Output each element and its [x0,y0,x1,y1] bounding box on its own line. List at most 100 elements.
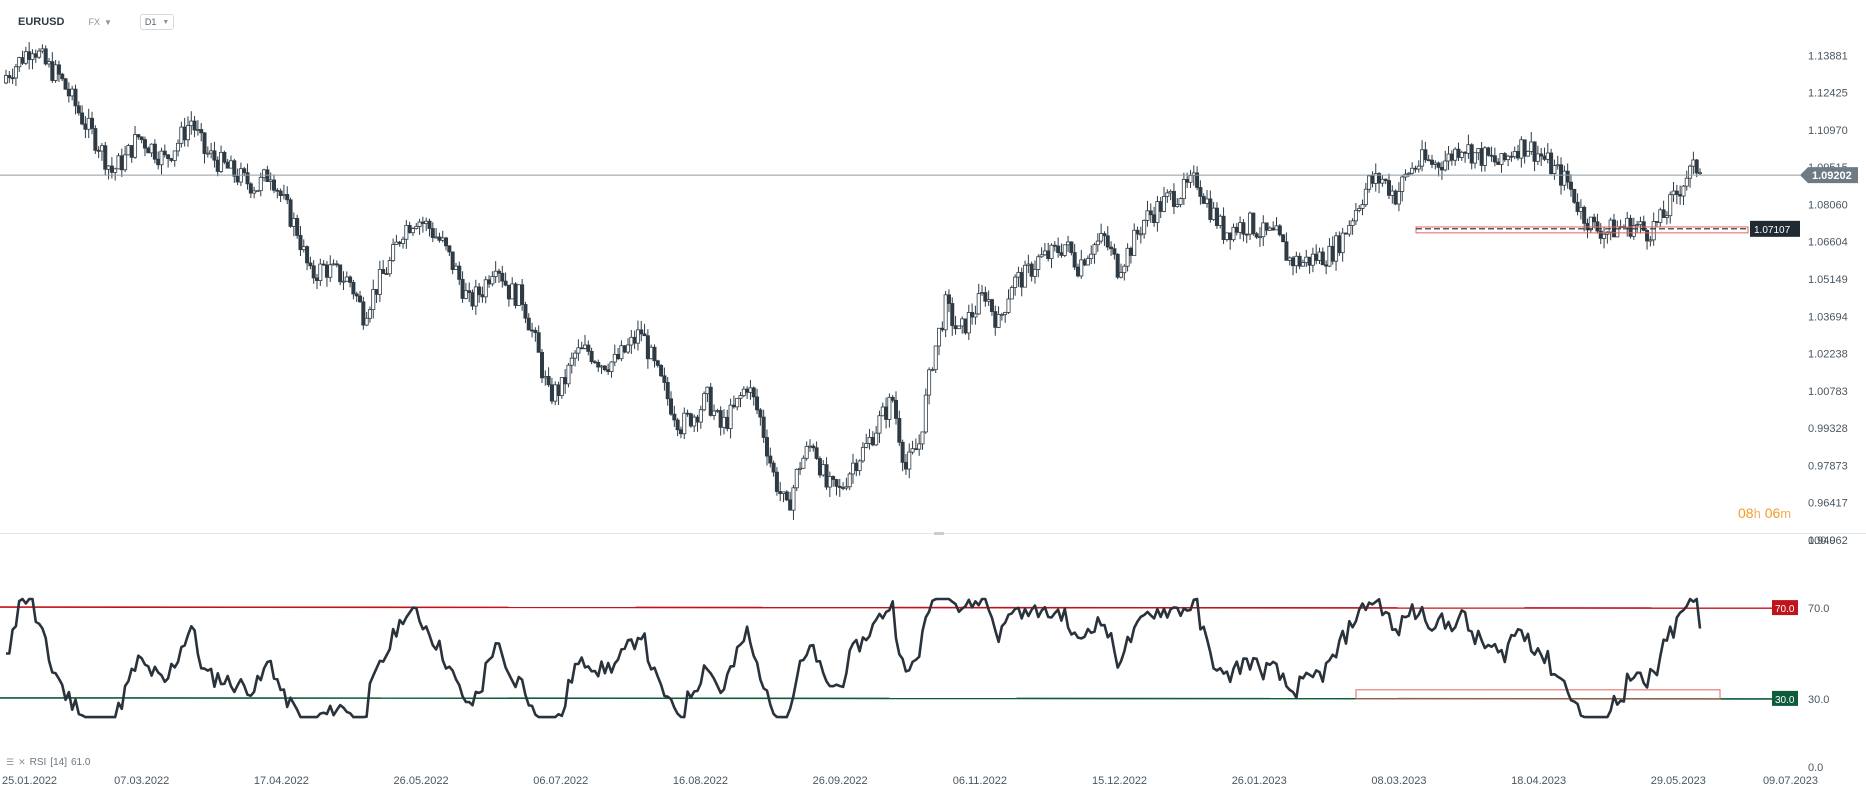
candle-up [728,404,733,429]
candle-up [328,264,333,278]
candle-down [817,458,822,476]
candle-up [937,327,942,347]
candle-up [401,238,406,244]
candle-down [831,476,836,480]
close-icon[interactable]: ✕ [18,757,26,767]
candle-up [804,446,809,459]
candle-up [414,226,419,229]
candle-up [1006,298,1011,313]
candle-down [768,455,773,464]
candle-down [1198,187,1203,197]
candle-up [1079,259,1084,277]
candle-up [1036,256,1041,270]
candle-down [1423,149,1428,161]
candle-up [172,150,177,161]
candle-up [133,134,138,158]
candle-down [43,48,48,65]
market-dropdown-icon[interactable]: ▼ [103,17,112,27]
market-label[interactable]: FX [88,17,100,27]
candle-down [242,168,247,174]
candle-down [718,410,723,428]
rsi-tick-label: 70.0 [1808,603,1829,615]
candle-up [30,53,35,60]
candle-up [1545,152,1550,160]
candle-up [1631,225,1636,237]
candle-up [1261,222,1266,238]
candle-up [99,145,104,152]
price-tick-label: 1.05149 [1808,274,1848,286]
candle-up [1380,178,1385,184]
candle-down [1509,155,1514,158]
candle-down [1463,151,1468,154]
candle-down [1112,248,1117,255]
candle-down [20,57,25,64]
candle-down [248,183,253,194]
candle-up [1095,240,1100,246]
candle-up [1466,144,1471,154]
candle-up [569,357,574,366]
candle-down [235,175,240,183]
candle-down [678,429,683,435]
candle-down [1582,206,1587,224]
candle-down [460,278,465,299]
candle-down [278,190,283,196]
x-tick-label: 18.04.2023 [1511,775,1566,787]
candle-up [1089,253,1094,259]
candle-up [1274,225,1279,231]
candle-up [344,276,349,282]
candle-down [586,344,591,352]
candle-up [1066,241,1071,246]
candle-up [1367,175,1372,190]
x-tick-label: 16.08.2022 [673,775,728,787]
candle-down [745,388,750,393]
candle-down [639,329,644,335]
candle-down [834,479,839,487]
candle-up [1529,141,1534,152]
candle-down [632,336,637,344]
rsi-legend: ☰ ✕ RSI [14] 61.0 [6,757,90,768]
rsi-tick-label: 30.0 [1808,694,1829,706]
candle-up [1162,195,1167,212]
candle-up [933,345,938,370]
candle-down [166,154,171,159]
candle-up [1625,217,1630,228]
candle-up [748,387,753,393]
candle-up [268,179,273,182]
price-tick-label: 0.96417 [1808,498,1848,510]
candle-up [1363,188,1368,205]
candle-down [784,491,789,501]
candle-down [546,376,551,386]
candle-down [139,136,144,141]
candle-up [126,145,131,156]
candle-up [860,446,865,462]
candle-up [887,396,892,420]
candle-up [185,125,190,141]
candle-down [308,262,313,267]
candle-down [212,150,217,161]
candle-down [539,351,544,379]
candle-down [1377,173,1382,184]
candle-up [1698,172,1703,175]
candle-up [1009,287,1014,300]
candle-down [225,161,230,169]
candle-up [341,280,346,283]
candle-down [530,329,535,332]
candle-up [1003,312,1008,315]
candle-down [146,147,151,154]
candle-up [1691,159,1696,167]
candle-up [113,168,118,173]
current-price-badge [1800,167,1858,184]
symbol-label[interactable]: EURUSD [18,16,65,28]
candle-down [1539,153,1544,157]
candle-down [1456,148,1461,158]
timeframe-select[interactable]: D1 ▼ [139,14,175,30]
candle-up [1013,276,1018,288]
candle-down [1244,233,1249,236]
settings-icon[interactable]: ☰ [6,757,15,767]
candle-up [930,369,935,371]
candle-up [698,409,703,423]
candle-up [258,176,263,192]
candle-down [1284,241,1289,261]
candle-down [202,132,207,154]
